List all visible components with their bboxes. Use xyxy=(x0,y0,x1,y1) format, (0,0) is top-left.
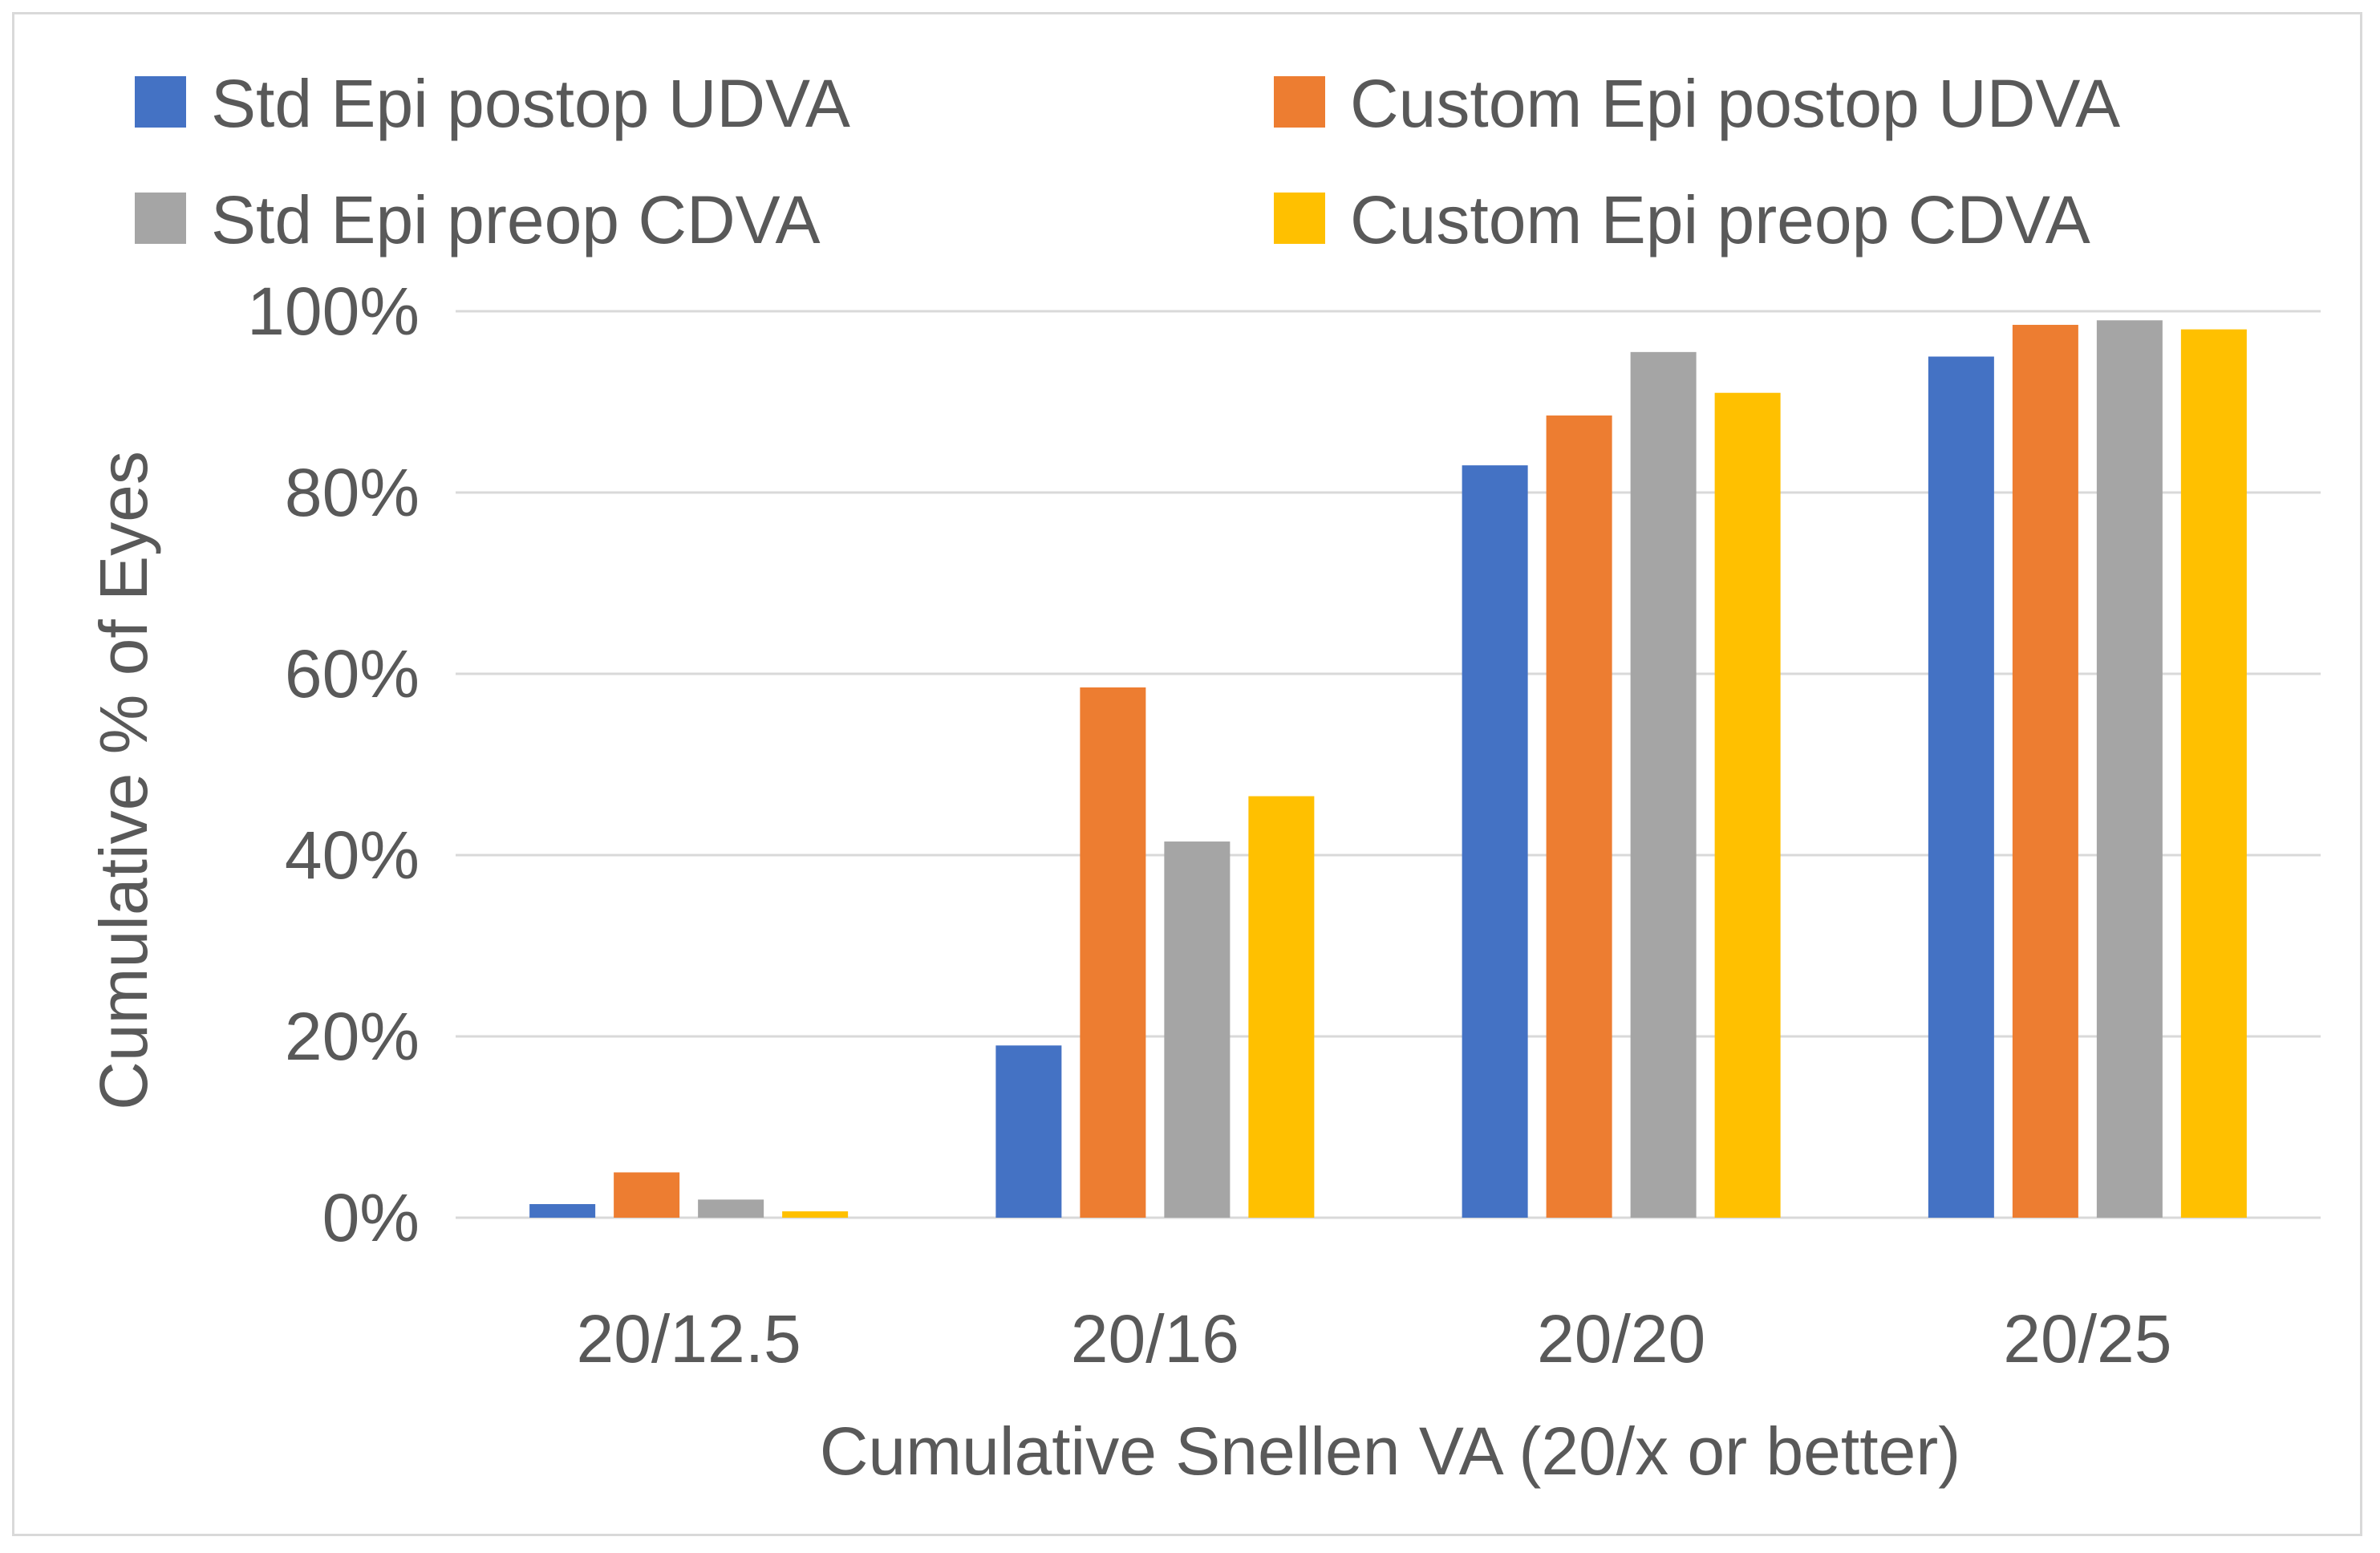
x-tick-label: 20/12.5 xyxy=(576,1301,801,1377)
y-tick-label: 20% xyxy=(285,999,420,1074)
legend-swatch xyxy=(135,76,186,128)
x-tick-label: 20/16 xyxy=(1071,1301,1239,1377)
bar-20-16-series-3 xyxy=(1248,796,1315,1218)
gridlines xyxy=(456,310,2321,1219)
bar-20-16-series-0 xyxy=(995,1045,1062,1218)
y-tick-label: 60% xyxy=(285,636,420,712)
x-tick-label: 20/20 xyxy=(1537,1301,1705,1377)
bar-20-20-series-0 xyxy=(1462,465,1528,1218)
y-tick-label: 0% xyxy=(322,1180,420,1255)
y-axis-title: Cumulative % of Eyes xyxy=(86,451,161,1110)
y-tick-label: 100% xyxy=(247,274,420,349)
bar-20-25-series-0 xyxy=(1928,356,1994,1218)
y-axis-tick-labels: 0% 20% 40% 60% 80% 100% xyxy=(247,274,420,1255)
bar-20-12-5-series-2 xyxy=(698,1199,764,1218)
y-tick-label: 80% xyxy=(285,455,420,530)
legend-swatch xyxy=(1274,193,1325,244)
y-tick-label: 40% xyxy=(285,817,420,893)
x-axis-tick-labels: 20/12.5 20/16 20/20 20/25 xyxy=(576,1301,2171,1377)
bar-20-25-series-1 xyxy=(2012,324,2078,1218)
bar-20-20-series-1 xyxy=(1546,415,1612,1218)
x-axis-title: Cumulative Snellen VA (20/x or better) xyxy=(820,1413,1960,1489)
bar-20-25-series-2 xyxy=(2096,320,2163,1218)
bar-20-12-5-series-1 xyxy=(614,1172,680,1218)
legend-label: Std Epi postop UDVA xyxy=(211,66,850,141)
chart-svg: Std Epi postop UDVA Custom Epi postop UDV… xyxy=(86,66,2321,1489)
bar-20-16-series-1 xyxy=(1080,687,1146,1218)
x-tick-label: 20/25 xyxy=(2003,1301,2171,1377)
chart-frame: Std Epi postop UDVA Custom Epi postop UDV… xyxy=(12,12,2362,1536)
bar-20-16-series-2 xyxy=(1164,841,1231,1218)
bar-20-12-5-series-0 xyxy=(529,1204,596,1218)
bar-20-20-series-2 xyxy=(1630,351,1697,1218)
bar-20-25-series-3 xyxy=(2180,329,2247,1218)
legend-label: Std Epi preop CDVA xyxy=(211,182,821,257)
bar-20-20-series-3 xyxy=(1714,392,1781,1218)
legend: Std Epi postop UDVA Custom Epi postop UDV… xyxy=(135,66,2120,257)
bar-20-12-5-series-3 xyxy=(782,1211,849,1218)
bars xyxy=(529,320,2247,1218)
legend-swatch xyxy=(1274,76,1325,128)
legend-label: Custom Epi postop UDVA xyxy=(1350,66,2120,141)
legend-swatch xyxy=(135,193,186,244)
legend-label: Custom Epi preop CDVA xyxy=(1350,182,2090,257)
